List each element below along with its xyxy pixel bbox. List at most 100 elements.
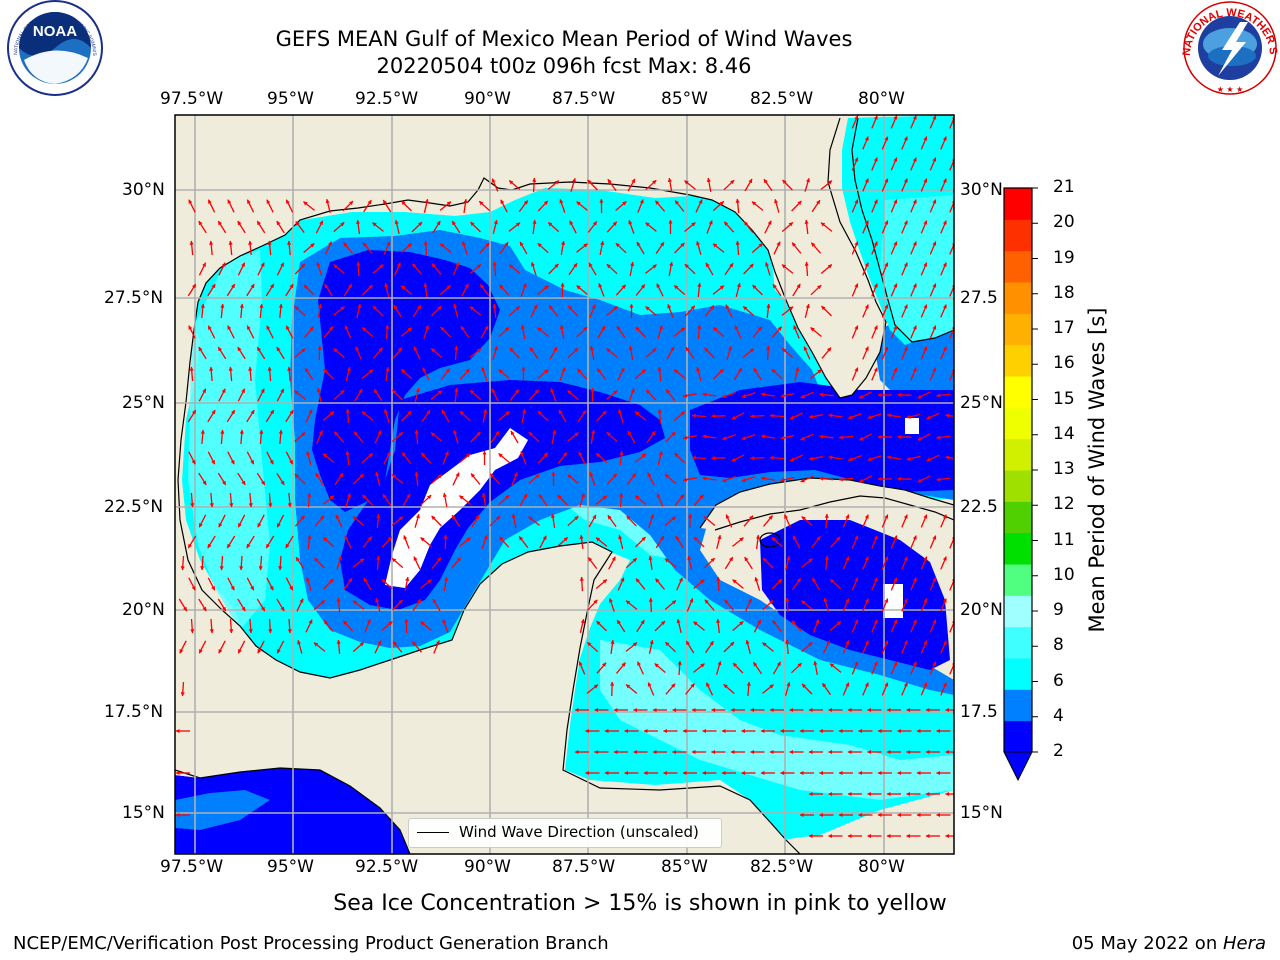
wave-direction-arrow [220,429,225,445]
wave-direction-arrow [579,534,584,549]
wave-direction-arrow [666,346,675,360]
wave-direction-arrow [929,199,937,213]
wave-direction-arrow [886,455,902,460]
wave-direction-arrow [304,367,314,381]
wave-direction-arrow [335,514,343,528]
wave-direction-arrow [381,578,393,590]
wave-direction-arrow [607,514,617,528]
wave-direction-arrow [383,451,391,465]
wave-direction-arrow [363,199,372,213]
wave-direction-arrow [237,388,246,402]
wave-direction-arrow [929,535,937,549]
wave-direction-arrow [645,179,657,191]
wave-direction-arrow [324,283,333,297]
wave-direction-arrow [811,536,821,548]
wave-direction-arrow [530,304,538,318]
wave-direction-arrow [489,515,501,527]
graticule [175,115,954,854]
wave-direction-arrow [384,282,390,297]
wave-direction-arrow [498,411,510,421]
wave-direction-arrow [723,641,735,653]
wave-direction-arrow [731,412,745,420]
wave-direction-arrow [685,640,695,654]
wave-direction-arrow [528,474,540,484]
wave-direction-arrow [276,640,285,654]
colorbar-segment [1004,470,1032,502]
wave-direction-arrow [881,262,889,276]
wave-direction-arrow [537,369,549,379]
map-frame [174,114,955,855]
wave-direction-arrow [498,453,510,463]
wave-direction-arrow [376,513,381,529]
wave-direction-arrow [343,242,353,254]
wave-direction-arrow [586,684,599,694]
wave-direction-arrow [276,220,285,234]
wave-direction-arrow [596,410,607,422]
wave-direction-arrow [675,535,684,549]
wave-direction-arrow [772,283,782,297]
wave-direction-arrow [537,285,549,295]
wave-direction-arrow [945,455,954,460]
wave-direction-arrow [693,663,705,673]
wave-direction-arrow [929,619,937,633]
wave-direction-arrow [607,178,617,192]
wave-direction-arrow [413,556,421,570]
wave-direction-arrow [187,535,197,549]
wave-direction-arrow [256,472,266,486]
wave-direction-arrow [430,432,443,442]
wave-direction-arrow [520,324,526,340]
wave-direction-arrow [559,199,566,213]
wave-direction-arrow [557,452,568,464]
wave-direction-arrow [362,536,373,548]
wave-direction-arrow [431,557,442,569]
wave-direction-arrow [800,391,814,399]
wave-direction-arrow [287,618,292,634]
lon-label-bottom: 90°W [464,857,511,877]
wave-direction-arrow [489,473,501,485]
wave-direction-arrow [766,303,771,319]
wave-direction-arrow [356,303,362,318]
wave-direction-arrow [705,262,714,276]
wave-direction-arrow [684,180,696,190]
wave-direction-arrow [317,345,322,361]
wave-direction-arrow [655,578,665,590]
wave-direction-arrow [422,367,430,381]
wave-direction-arrow [910,241,917,255]
wave-direction-arrow [469,306,482,316]
wave-direction-arrow [773,241,781,255]
wave-direction-arrow [881,556,889,570]
colorbar-segment [1004,313,1032,346]
wave-direction-arrow [297,639,303,654]
wave-direction-arrow [842,514,850,528]
wave-direction-arrow [811,577,821,591]
wave-direction-arrow [323,578,334,590]
wave-direction-arrow [851,283,859,297]
colorbar-segment [1004,626,1032,659]
lat-label-left: 20°N [122,600,165,620]
lat-label-right: 17.5 [960,702,998,722]
wave-direction-arrow [929,577,937,591]
wave-direction-arrow [469,389,482,401]
wave-direction-arrow [481,492,487,508]
wave-direction-arrow [361,411,374,421]
lon-label-bottom: 95°W [267,857,314,877]
wave-direction-arrow [548,263,559,275]
wave-direction-arrow [226,409,236,423]
wave-direction-arrow [498,494,510,506]
wave-direction-arrow [257,262,265,276]
wave-direction-arrow [508,222,521,232]
wave-direction-arrow [606,473,618,485]
wave-direction-arrow [724,599,734,611]
wave-direction-arrow [256,346,266,360]
wave-direction-arrow [732,620,744,632]
wave-direction-arrow [920,640,928,654]
wave-direction-arrow [829,663,842,673]
wave-direction-arrow [871,157,878,171]
wave-direction-arrow [198,388,207,402]
wave-direction-arrow [765,261,771,276]
wave-direction-arrow [655,535,665,549]
wave-direction-arrow [461,240,468,255]
wave-direction-arrow [664,473,677,485]
wave-direction-arrow [811,199,821,213]
wave-direction-arrow [589,345,595,361]
